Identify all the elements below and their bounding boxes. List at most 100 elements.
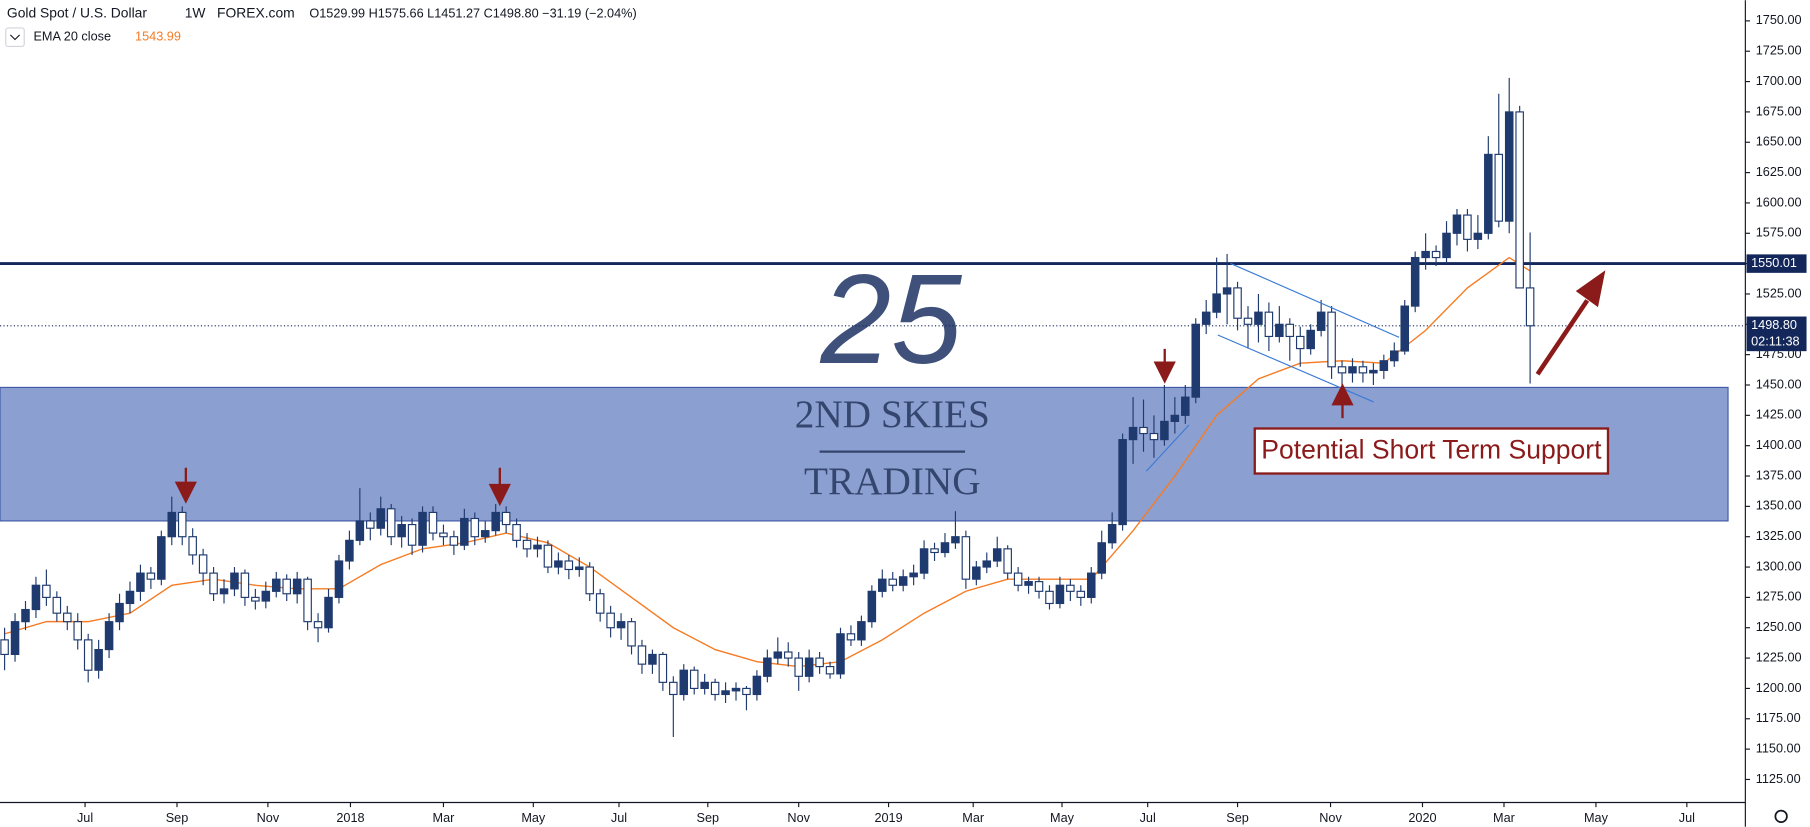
candle-body [585,566,594,595]
y-tick-label: 1175.00 [1756,711,1801,725]
settings-icon[interactable] [1774,809,1788,824]
candle-body [1170,414,1180,422]
candle-body [773,651,783,659]
candle-body [491,511,500,532]
candle-body [1337,366,1347,374]
x-tick-label: Nov [787,811,810,825]
watermark-line1: 2ND SKIES [795,393,990,436]
candle-body [679,669,689,696]
y-tick-label: 1225.00 [1756,650,1802,664]
candle-body [1076,590,1086,598]
arrow-marker [174,467,197,504]
candle-body [63,612,72,623]
candle-body [951,536,960,544]
resistance-tag [1746,254,1807,273]
candle-body [898,576,908,586]
candle-body [1254,311,1263,325]
candle-body [376,508,386,529]
candle-body [21,608,30,623]
candle-body [1431,250,1441,259]
candle-body [94,649,103,671]
chevron [9,34,21,41]
ohlc: O1529.99 H1575.66 L1451.27 C1498.80 −31.… [309,6,636,20]
candle-body [1233,287,1242,319]
candle-body [470,517,480,538]
candle-body [1201,311,1211,325]
collapse-button[interactable] [5,27,25,47]
candle-body [919,548,929,574]
x-tick-label: 2020 [1408,811,1436,825]
interval: 1W [185,5,207,21]
candle-body [1494,153,1504,222]
candle-body [157,536,166,580]
candle-body [209,572,218,595]
candle-body [648,653,657,665]
candle-body [428,511,438,534]
x-tick-label: Jul [1140,811,1156,825]
candle-body [1222,287,1232,295]
arrow-marker [488,467,511,507]
candle-body [1463,214,1472,240]
y-tick-label: 1700.00 [1756,74,1802,88]
x-tick-label: Mar [1493,811,1516,825]
price-label: 1498.80 [1751,318,1797,332]
candle-body [1128,426,1138,441]
candle-body [794,657,803,677]
x-tick-label: Jul [77,811,93,825]
candle-body [418,511,427,546]
y-tick-label: 1275.00 [1756,590,1802,604]
candle-body [42,584,51,598]
candle-body [366,520,375,529]
channel-line [1230,262,1400,338]
candle-body [616,621,626,629]
candle-body [449,536,459,546]
arrow-marker [1153,348,1176,384]
candle-body [1212,293,1221,313]
candle-body [1139,426,1148,435]
candle-body [909,572,918,578]
y-tick-label: 1325.00 [1756,529,1802,543]
candle-body [1066,584,1075,592]
candle-body [397,523,406,538]
candle-body [940,542,950,554]
candle-body [1452,214,1462,234]
candle-body [1285,323,1295,338]
candle-body [658,653,668,683]
candle-body [1525,287,1535,327]
x-tick-label: May [1584,811,1609,825]
candle-body [1118,439,1127,526]
candle-body [1275,323,1284,338]
candle-body [1013,572,1023,586]
watermark-number: 25 [820,248,963,390]
price-axis-bg [1745,0,1810,827]
candle-body [1390,350,1399,362]
candle-body [533,544,542,550]
ema-value: 1543.99 [135,30,181,44]
candle-body [961,536,971,580]
x-tick-label: Jul [611,811,627,825]
candle-body [407,523,417,546]
candle-body [595,593,605,614]
candle-body [251,596,260,602]
candle-body [1181,396,1190,416]
candle-body [292,578,302,595]
candle-body [10,621,20,656]
y-tick-label: 1200.00 [1756,681,1802,695]
candle-body [1034,581,1044,592]
candle-body [627,621,636,647]
candle-body [1379,360,1389,372]
candle-body [554,560,563,568]
candle-body [1316,311,1326,331]
watermark: 25 2ND SKIES TRADING [795,248,990,503]
candle-body [52,596,62,614]
candle-body [700,681,709,689]
candle-body [1097,542,1106,574]
candle-body [282,578,291,595]
candle-body [972,566,981,580]
candle-body [0,639,9,656]
y-tick-label: 1575.00 [1756,226,1802,240]
candle-body [992,548,1002,562]
candle-body [1369,369,1378,374]
drawings [1145,262,1400,472]
candle-body [1484,153,1493,234]
